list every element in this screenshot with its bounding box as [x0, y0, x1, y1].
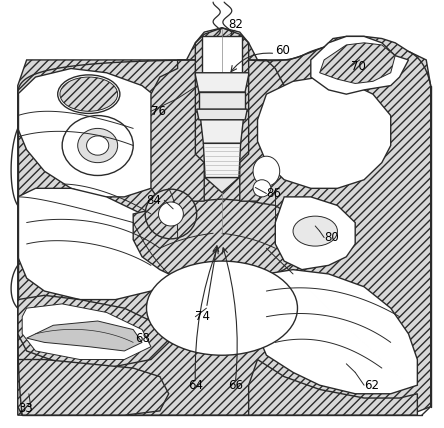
Polygon shape: [258, 77, 391, 188]
Polygon shape: [205, 178, 239, 193]
Polygon shape: [249, 360, 417, 415]
Text: 84: 84: [147, 194, 162, 207]
Ellipse shape: [60, 77, 118, 111]
Polygon shape: [151, 60, 204, 201]
Polygon shape: [22, 304, 151, 360]
Polygon shape: [202, 36, 242, 75]
Ellipse shape: [62, 116, 133, 175]
Ellipse shape: [58, 75, 120, 113]
Polygon shape: [18, 28, 431, 415]
Polygon shape: [203, 143, 241, 178]
Ellipse shape: [147, 261, 297, 355]
Text: 82: 82: [228, 18, 243, 31]
Polygon shape: [320, 43, 395, 83]
Polygon shape: [18, 188, 178, 300]
Polygon shape: [18, 295, 169, 368]
Text: 80: 80: [324, 231, 339, 244]
Polygon shape: [18, 68, 178, 197]
Text: 70: 70: [351, 60, 366, 73]
Polygon shape: [18, 360, 169, 415]
Polygon shape: [27, 321, 142, 351]
Polygon shape: [199, 92, 245, 109]
Polygon shape: [197, 109, 247, 120]
Text: 33: 33: [18, 402, 32, 415]
Text: 60: 60: [275, 44, 290, 57]
Ellipse shape: [78, 128, 118, 163]
Text: 76: 76: [151, 105, 166, 118]
Text: 62: 62: [364, 379, 379, 392]
Text: 68: 68: [135, 332, 151, 345]
Polygon shape: [133, 199, 311, 287]
Text: 86: 86: [266, 187, 281, 200]
Polygon shape: [275, 197, 355, 270]
Polygon shape: [311, 36, 408, 94]
Polygon shape: [201, 120, 243, 143]
Text: 66: 66: [228, 379, 243, 392]
Ellipse shape: [253, 156, 280, 186]
Ellipse shape: [87, 136, 109, 155]
Ellipse shape: [253, 180, 271, 197]
Ellipse shape: [293, 216, 337, 246]
Circle shape: [159, 202, 183, 226]
Polygon shape: [258, 270, 417, 394]
Polygon shape: [195, 73, 249, 92]
Text: 74: 74: [195, 310, 210, 323]
Circle shape: [145, 189, 197, 239]
Polygon shape: [240, 60, 284, 201]
Text: 64: 64: [188, 379, 203, 392]
